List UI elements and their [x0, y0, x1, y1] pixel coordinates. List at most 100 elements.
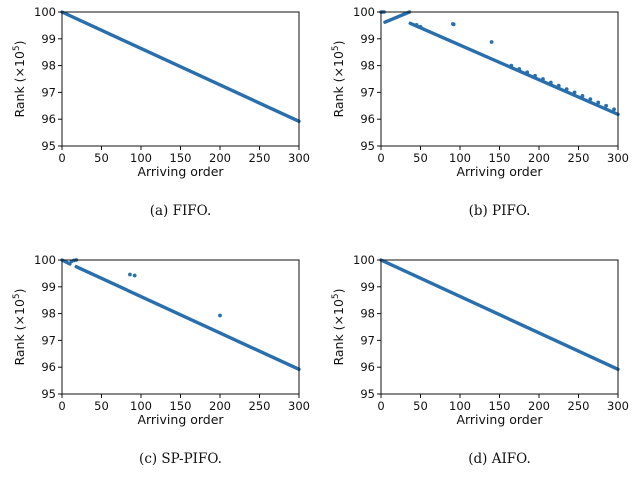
- sp-pifo-x-ticks: 0 50 100 150 200 250 300: [58, 394, 310, 413]
- fifo-data-marks: [60, 10, 301, 124]
- aifo-y-axis-label: Rank (×105): [331, 288, 346, 365]
- pifo-y-ticks: 95 96 97 98 99 100: [353, 5, 381, 153]
- fifo-x-axis-label: Arriving order: [137, 164, 224, 179]
- sp-pifo-x-tick-label-300: 300: [288, 399, 310, 413]
- sp-pifo-y-tick-label-96: 96: [41, 360, 56, 374]
- aifo-x-tick-label-250: 250: [568, 399, 590, 413]
- fifo-y-label-text: Rank (×10: [12, 51, 27, 118]
- pifo-x-tick-label-0: 0: [377, 151, 384, 165]
- sp-pifo-y-tick-label-100: 100: [34, 253, 56, 267]
- pifo-y-tick-label-99: 99: [360, 32, 375, 46]
- aifo-x-tick-label-200: 200: [528, 399, 550, 413]
- pifo-x-tick-label-50: 50: [413, 151, 428, 165]
- pifo-x-ticks: 0 50 100 150 200 250 300: [377, 146, 629, 165]
- pifo-y-label-text: Rank (×10: [331, 51, 346, 118]
- fifo-y-tick-label-96: 96: [41, 112, 56, 126]
- sp-pifo-x-tick-label-100: 100: [130, 399, 152, 413]
- fifo-y-tick-label-98: 98: [41, 59, 56, 73]
- pifo-data-point-4: [418, 24, 423, 29]
- fifo-y-tick-label-95: 95: [41, 139, 56, 153]
- fifo-y-axis-label: Rank (×105): [12, 40, 27, 117]
- sp-pifo-x-tick-label-150: 150: [170, 399, 192, 413]
- pifo-x-axis-label: Arriving order: [456, 164, 543, 179]
- pifo-data-point-17: [604, 103, 609, 108]
- pifo-data-point-11: [556, 83, 561, 88]
- aifo-x-tick-label-300: 300: [607, 399, 629, 413]
- aifo-series-segment-0: [379, 258, 620, 372]
- fifo-x-tick-label-50: 50: [94, 151, 109, 165]
- fifo-y-tick-label-100: 100: [34, 5, 56, 19]
- pifo-data-point-7: [525, 70, 530, 75]
- pifo-y-tick-label-96: 96: [360, 112, 375, 126]
- sp-pifo-plot-frame: [61, 259, 300, 395]
- pifo-x-tick-label-200: 200: [528, 151, 550, 165]
- aifo-y-tick-label-98: 98: [360, 307, 375, 321]
- aifo-x-ticks: 0 50 100 150 200 250 300: [377, 394, 629, 413]
- pifo-data-point-5: [509, 63, 514, 68]
- pifo-data-point-10: [548, 80, 553, 85]
- aifo-y-label-exponent: 5: [331, 293, 341, 299]
- pifo-data-point-18: [612, 107, 616, 112]
- pifo-data-point-8: [533, 73, 537, 78]
- pifo-y-tick-label-97: 97: [360, 85, 375, 99]
- fifo-x-tick-label-200: 200: [209, 151, 231, 165]
- aifo-y-tick-label-100: 100: [353, 253, 375, 267]
- sp-pifo-series-segment-1: [74, 265, 301, 372]
- pifo-data-point-6: [517, 67, 522, 71]
- pifo-series-segment-1: [383, 10, 412, 24]
- fifo-x-tick-label-0: 0: [58, 151, 65, 165]
- sp-pifo-series-segment-0: [60, 258, 72, 266]
- aifo-y-tick-label-97: 97: [360, 333, 375, 347]
- aifo-y-label-text: Rank (×10: [331, 299, 346, 366]
- sp-pifo-data-point-5: [218, 313, 222, 318]
- pifo-x-tick-label-100: 100: [449, 151, 471, 165]
- sp-pifo-x-tick-label-50: 50: [94, 399, 109, 413]
- pifo-plot-frame: [380, 11, 619, 147]
- fifo-y-tick-label-97: 97: [41, 85, 56, 99]
- panel-aifo: 0 50 100 150 200 250 300 95 96 97 98 99 100 Arrivin…: [331, 253, 629, 467]
- sp-pifo-y-label-close: ): [12, 288, 27, 293]
- pifo-data-point-16: [596, 100, 601, 105]
- pifo-data-point-1: [451, 22, 456, 27]
- pifo-data-point-13: [572, 90, 577, 95]
- pifo-data-point-15: [588, 97, 593, 101]
- aifo-caption: (d) AIFO.: [468, 451, 530, 467]
- panel-fifo: 0 50 100 150 200 250 300 95 96 97 98 99 100 Arrivin…: [12, 5, 310, 219]
- pifo-series-segment-2: [408, 21, 620, 117]
- aifo-y-ticks: 95 96 97 98 99 100: [353, 253, 381, 401]
- pifo-data-point-2: [489, 40, 494, 44]
- aifo-x-tick-label-150: 150: [489, 399, 511, 413]
- panel-pifo: 0 50 100 150 200 250 300 95 96 97 98 99 100 Arrivin…: [331, 5, 629, 219]
- fifo-x-tick-label-300: 300: [288, 151, 310, 165]
- fifo-plot-frame: [61, 11, 300, 147]
- panel-sp-pifo: 0 50 100 150 200 250 300 95 96 97 98 99 100 Arrivin…: [12, 253, 310, 467]
- sp-pifo-x-tick-label-250: 250: [249, 399, 271, 413]
- fifo-x-tick-label-100: 100: [130, 151, 152, 165]
- sp-pifo-y-label-text: Rank (×10: [12, 299, 27, 366]
- sp-pifo-x-tick-label-0: 0: [58, 399, 65, 413]
- sp-pifo-x-axis-label: Arriving order: [137, 412, 224, 427]
- aifo-x-tick-label-0: 0: [377, 399, 384, 413]
- pifo-data-point-12: [564, 87, 569, 92]
- pifo-caption: (b) PIFO.: [469, 203, 531, 219]
- sp-pifo-y-tick-label-97: 97: [41, 333, 56, 347]
- pifo-y-label-exponent: 5: [331, 45, 341, 51]
- pifo-y-label-close: ): [331, 40, 346, 45]
- pifo-y-axis-label: Rank (×105): [331, 40, 346, 117]
- fifo-series-segment-0: [60, 10, 301, 124]
- aifo-y-label-close: ): [331, 288, 346, 293]
- aifo-data-marks: [379, 258, 620, 372]
- aifo-x-tick-label-50: 50: [413, 399, 428, 413]
- pifo-x-tick-label-300: 300: [607, 151, 629, 165]
- sp-pifo-data-point-3: [128, 272, 132, 277]
- fifo-caption: (a) FIFO.: [150, 203, 212, 219]
- pifo-y-tick-label-98: 98: [360, 59, 375, 73]
- pifo-y-tick-label-100: 100: [353, 5, 375, 19]
- aifo-plot-frame: [380, 259, 619, 395]
- fifo-y-label-exponent: 5: [12, 45, 22, 51]
- sp-pifo-y-label-exponent: 5: [12, 293, 22, 299]
- pifo-x-tick-label-150: 150: [489, 151, 511, 165]
- pifo-data-point-14: [580, 93, 585, 98]
- fifo-y-label-close: ): [12, 40, 27, 45]
